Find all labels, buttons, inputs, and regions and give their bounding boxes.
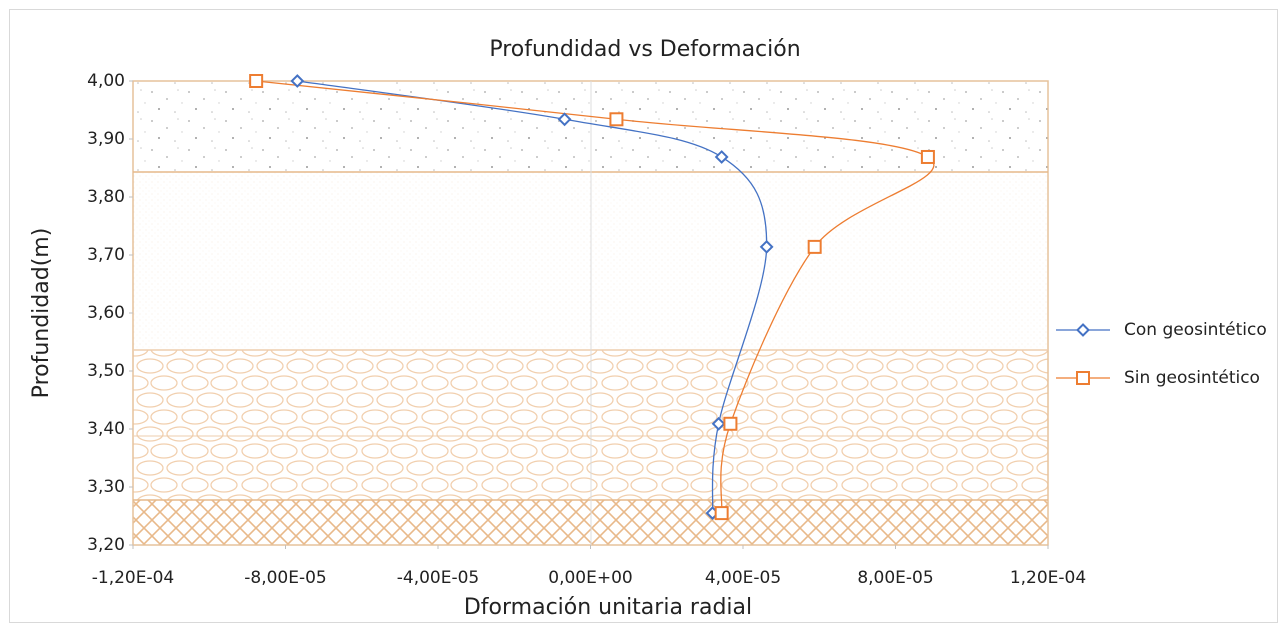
- data-point: [920, 149, 935, 164]
- data-point: [609, 112, 624, 127]
- data-point: [714, 506, 729, 521]
- data-point: [249, 74, 264, 88]
- chart-title: Profundidad vs Deformación: [489, 37, 800, 62]
- y-tick-label: 3,50: [87, 361, 125, 381]
- x-tick-label: 4,00E-05: [705, 568, 781, 588]
- y-tick-label: 3,70: [87, 245, 125, 265]
- y-tick-label: 3,20: [87, 535, 125, 555]
- legend-marker: [1076, 323, 1090, 337]
- y-tick-label: 3,30: [87, 477, 125, 497]
- y-tick-label: 3,80: [87, 187, 125, 207]
- y-tick-label: 4,00: [87, 71, 125, 91]
- data-point: [807, 239, 822, 254]
- y-tick-label: 3,60: [87, 303, 125, 323]
- y-axis-title: Profundidad(m): [29, 228, 54, 399]
- x-tick-label: 8,00E-05: [857, 568, 933, 588]
- data-point: [290, 74, 305, 88]
- data-point: [723, 416, 738, 431]
- data-point: [711, 416, 726, 431]
- legend-marker: [1076, 371, 1090, 385]
- data-point: [714, 150, 729, 164]
- data-point: [557, 112, 572, 127]
- x-tick-label: 0,00E+00: [548, 568, 632, 588]
- x-axis-title: Dformación unitaria radial: [464, 595, 752, 620]
- x-tick-label: -1,20E-04: [92, 568, 175, 588]
- legend-label: Sin geosintético: [1124, 368, 1260, 388]
- y-tick-label: 3,40: [87, 419, 125, 439]
- x-tick-label: 1,20E-04: [1010, 568, 1086, 588]
- y-tick-label: 3,90: [87, 129, 125, 149]
- x-tick-label: -4,00E-05: [397, 568, 480, 588]
- data-point: [759, 239, 774, 254]
- x-tick-label: -8,00E-05: [244, 568, 327, 588]
- legend-label: Con geosintético: [1124, 320, 1267, 340]
- soil-layers: [132, 80, 1049, 546]
